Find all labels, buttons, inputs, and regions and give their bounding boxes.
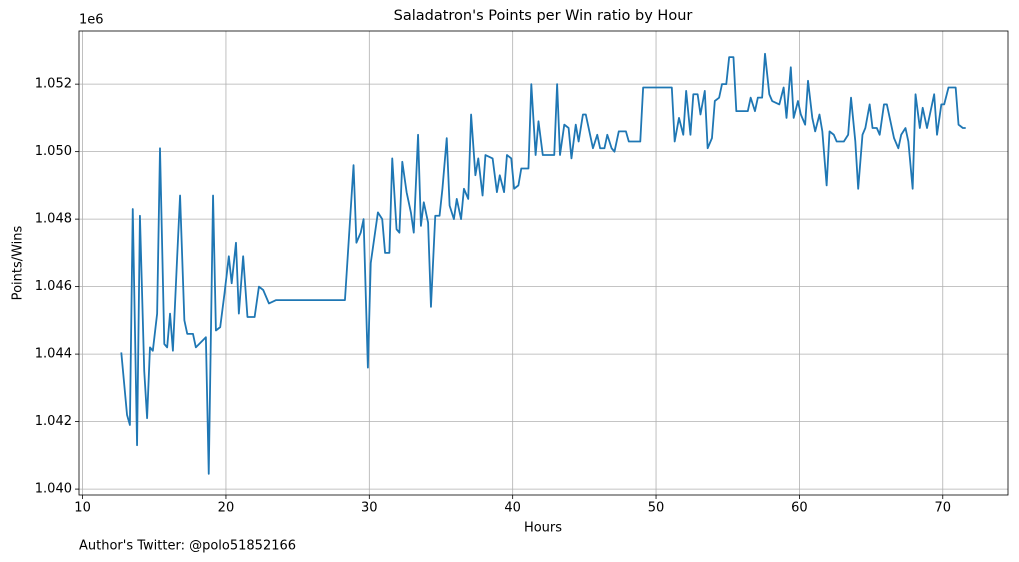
y-tick-label: 1.044	[35, 347, 72, 362]
x-tick-label: 10	[74, 501, 91, 516]
x-tick-label: 40	[504, 501, 521, 516]
x-tick-label: 70	[934, 501, 951, 516]
data-line	[120, 52, 966, 475]
y-tick-label: 1.050	[35, 144, 72, 159]
y-tick-label: 1.048	[35, 212, 72, 227]
chart-title: Saladatron's Points per Win ratio by Hou…	[394, 8, 693, 24]
y-tick-label: 1.042	[35, 414, 72, 429]
x-tick-label: 60	[791, 501, 808, 516]
x-tick-label: 50	[648, 501, 665, 516]
plot-frame	[78, 30, 1009, 496]
x-tick-label: 30	[361, 501, 378, 516]
annotation: Author's Twitter: @polo51852166	[79, 539, 296, 554]
y-axis-label: Points/Wins	[11, 225, 26, 300]
x-tick-label: 20	[218, 501, 235, 516]
y-offset-label: 1e6	[79, 13, 104, 28]
x-axis-label: Hours	[524, 521, 562, 536]
y-tick-label: 1.052	[35, 77, 72, 92]
y-tick-label: 1.040	[35, 482, 72, 497]
y-tick-label: 1.046	[35, 279, 72, 294]
